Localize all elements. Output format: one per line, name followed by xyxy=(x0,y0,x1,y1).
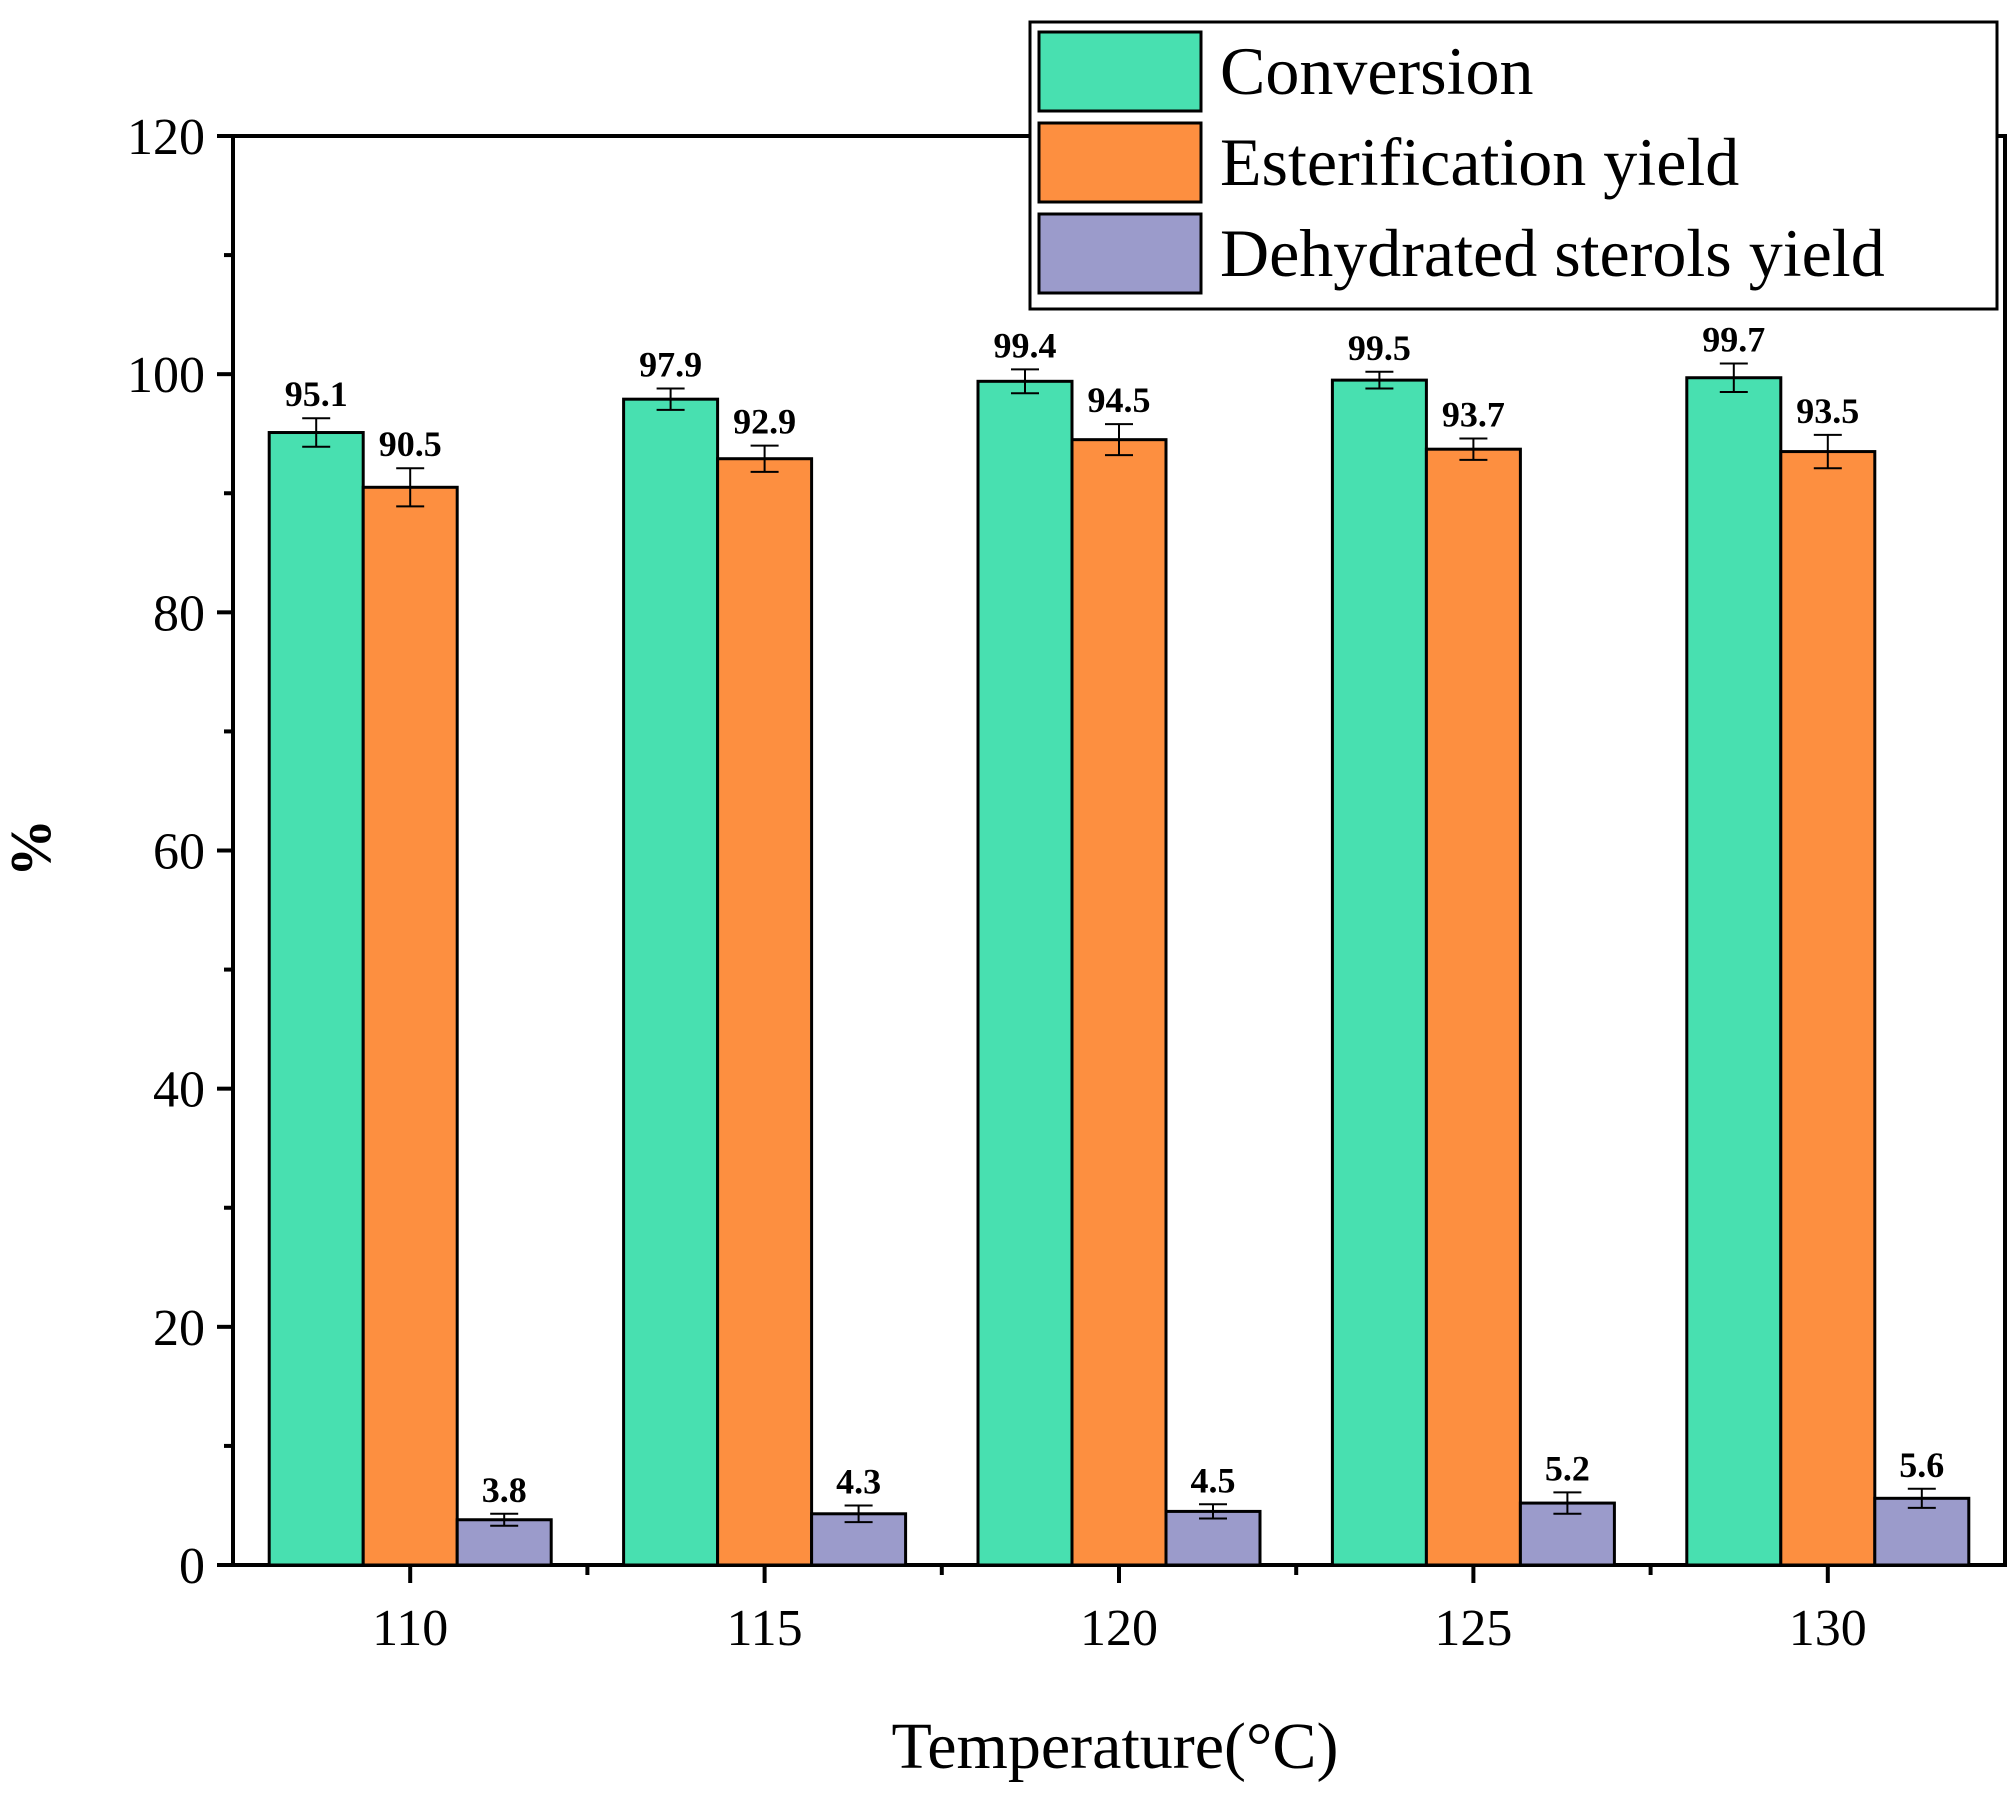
y-tick-label: 60 xyxy=(153,824,205,881)
bar xyxy=(622,397,720,1567)
bar xyxy=(1070,438,1168,1567)
legend-swatch xyxy=(1037,212,1203,295)
data-label: 4.3 xyxy=(836,1461,881,1501)
bar xyxy=(1685,376,1783,1567)
x-axis: 110 115 120 125 130 xyxy=(372,1565,1867,1657)
bar xyxy=(1873,1496,1971,1567)
y-tick-label: 20 xyxy=(153,1300,205,1357)
x-tick-label: 115 xyxy=(727,1600,803,1657)
legend-swatch xyxy=(1037,30,1203,113)
data-label: 93.7 xyxy=(1442,394,1505,434)
data-label: 92.9 xyxy=(733,402,796,442)
y-tick-label: 40 xyxy=(153,1062,205,1119)
data-labels: 95.1 97.9 99.4 99.5 99.7 90.5 92.9 94.5 93.7 93.5… xyxy=(285,319,1945,1509)
x-axis-title: Temperature(°C) xyxy=(892,1710,1339,1783)
data-label: 97.9 xyxy=(639,344,702,384)
bar xyxy=(1779,450,1877,1567)
legend-swatch xyxy=(1037,121,1203,204)
x-tick-label: 110 xyxy=(372,1600,448,1657)
data-label: 5.2 xyxy=(1545,1448,1590,1488)
bar xyxy=(1330,378,1428,1567)
data-label: 99.7 xyxy=(1702,319,1765,359)
bar xyxy=(1424,447,1522,1567)
data-label: 90.5 xyxy=(379,424,442,464)
bars xyxy=(267,376,1971,1567)
y-axis: 0 20 40 60 80 100 120 xyxy=(127,109,233,1595)
data-label: 4.5 xyxy=(1191,1460,1236,1500)
legend: Conversion Esterification yield Dehydrated… xyxy=(1028,20,1999,311)
data-label: 93.5 xyxy=(1796,391,1859,431)
data-label: 3.8 xyxy=(482,1470,527,1510)
bar xyxy=(716,457,814,1567)
data-label: 95.1 xyxy=(285,374,348,414)
x-tick-label: 120 xyxy=(1080,1600,1158,1657)
data-label: 99.5 xyxy=(1348,328,1411,368)
y-axis-title: % xyxy=(0,819,63,877)
bar xyxy=(976,379,1074,1567)
legend-label: Esterification yield xyxy=(1220,124,1739,200)
y-tick-label: 100 xyxy=(127,347,205,404)
bar xyxy=(267,431,365,1567)
data-label: 99.4 xyxy=(994,325,1057,365)
data-label: 94.5 xyxy=(1088,380,1151,420)
y-tick-label: 0 xyxy=(179,1538,205,1595)
y-tick-label: 120 xyxy=(127,109,205,166)
x-tick-label: 125 xyxy=(1434,1600,1512,1657)
y-tick-label: 80 xyxy=(153,585,205,642)
legend-label: Dehydrated sterols yield xyxy=(1220,215,1885,291)
bar xyxy=(361,485,459,1567)
legend-label: Conversion xyxy=(1220,33,1534,109)
data-label: 5.6 xyxy=(1899,1445,1944,1485)
x-tick-label: 130 xyxy=(1789,1600,1867,1657)
error-bars xyxy=(302,362,1936,1527)
